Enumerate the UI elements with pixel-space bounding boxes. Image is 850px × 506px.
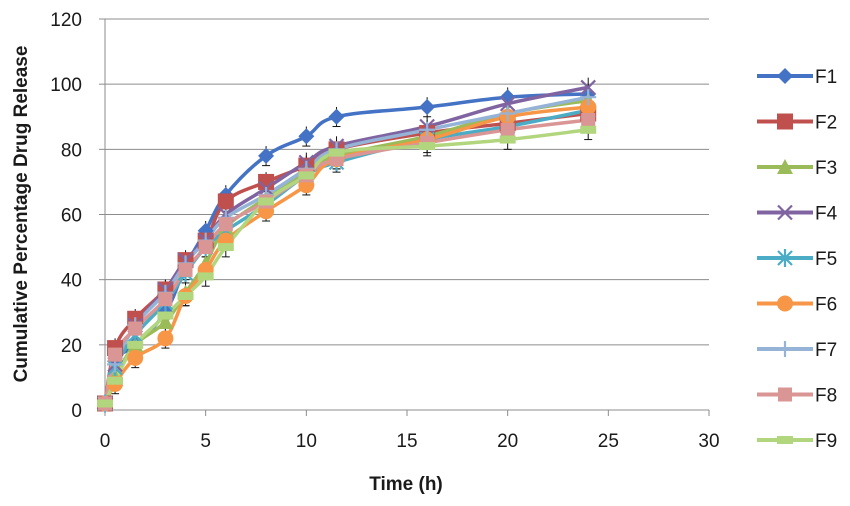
data-point-f8 [581, 113, 596, 128]
legend-marker-f6 [777, 295, 793, 312]
legend-marker-f5 [777, 249, 793, 267]
legend-marker-f7 [777, 341, 793, 357]
data-point-f9 [107, 376, 124, 385]
legend-label-f1: F1 [815, 67, 837, 88]
legend-marker-f4 [777, 204, 793, 221]
series-lines [103, 85, 589, 405]
legend-label-f9: F9 [815, 431, 837, 452]
data-point-f8 [128, 321, 143, 336]
y-tick-label: 60 [61, 206, 82, 227]
data-point-f8 [500, 122, 515, 137]
data-point-f1 [298, 128, 315, 145]
data-point-f1 [328, 108, 345, 125]
legend-marker-f1 [777, 68, 793, 84]
series-line-f8 [103, 118, 589, 404]
data-point-f9 [127, 340, 144, 349]
data-point-f9 [197, 272, 214, 281]
data-point-f3 [157, 314, 174, 330]
data-point-f9 [97, 399, 113, 408]
tick-labels: 0 20 40 60 80 100 120 0 5 10 15 20 25 30 [50, 10, 719, 452]
legend-label-f7: F7 [815, 340, 837, 361]
series-markers [97, 79, 597, 413]
data-point-f7 [580, 89, 597, 106]
legend-label-f3: F3 [815, 158, 837, 179]
legend-marker-f8 [778, 387, 792, 402]
legend: F1 F2 F3 F4 F5 F6 F7 F8 F9 [757, 67, 838, 452]
data-point-f8 [158, 292, 173, 307]
data-point-f9 [328, 148, 345, 157]
y-tick-label: 40 [61, 271, 82, 292]
data-point-f6 [580, 98, 597, 115]
legend-marker-f2 [777, 113, 793, 130]
legend-label-f5: F5 [815, 249, 837, 270]
data-point-f8 [108, 347, 123, 362]
gridlines [105, 18, 709, 346]
x-tick-label: 25 [598, 431, 619, 452]
data-point-f9 [217, 243, 234, 252]
data-point-f6 [127, 349, 144, 366]
legend-label-f2: F2 [815, 113, 837, 134]
y-axis-title: Cumulative Percentage Drug Release [11, 46, 32, 383]
x-tick-label: 20 [497, 431, 518, 452]
data-point-f9 [177, 291, 194, 300]
data-point-f9 [580, 125, 597, 134]
y-tick-label: 20 [61, 336, 82, 357]
series-line-f4 [103, 85, 589, 404]
axes [99, 18, 710, 416]
data-point-f4 [580, 79, 596, 96]
data-point-f9 [419, 142, 436, 151]
data-point-f4 [499, 95, 516, 112]
legend-marker-f3 [777, 159, 793, 174]
data-point-f1 [258, 147, 275, 164]
data-point-f9 [258, 197, 275, 206]
data-point-f1 [419, 98, 436, 115]
x-tick-label: 5 [200, 431, 211, 452]
data-point-f2 [217, 193, 234, 210]
data-point-f7 [419, 121, 436, 138]
data-point-f8 [178, 262, 193, 277]
data-point-f8 [198, 240, 213, 255]
x-tick-label: 10 [296, 431, 317, 452]
y-tick-label: 120 [50, 10, 82, 31]
x-axis-title: Time (h) [369, 474, 443, 495]
y-tick-label: 80 [61, 140, 82, 161]
y-tick-label: 0 [71, 401, 82, 422]
x-tick-label: 30 [698, 431, 719, 452]
legend-label-f6: F6 [815, 295, 837, 316]
x-tick-label: 0 [100, 431, 111, 452]
data-point-f9 [499, 135, 516, 144]
series-line-f9 [103, 128, 589, 405]
y-tick-label: 100 [50, 75, 82, 96]
data-point-f8 [218, 217, 233, 232]
data-point-f6 [157, 330, 174, 347]
data-point-f9 [298, 171, 315, 180]
legend-marker-f9 [777, 436, 793, 444]
legend-label-f4: F4 [815, 204, 838, 225]
x-tick-label: 15 [396, 431, 417, 452]
data-point-f7 [499, 105, 516, 122]
data-point-f9 [157, 311, 174, 320]
legend-label-f8: F8 [815, 386, 837, 407]
